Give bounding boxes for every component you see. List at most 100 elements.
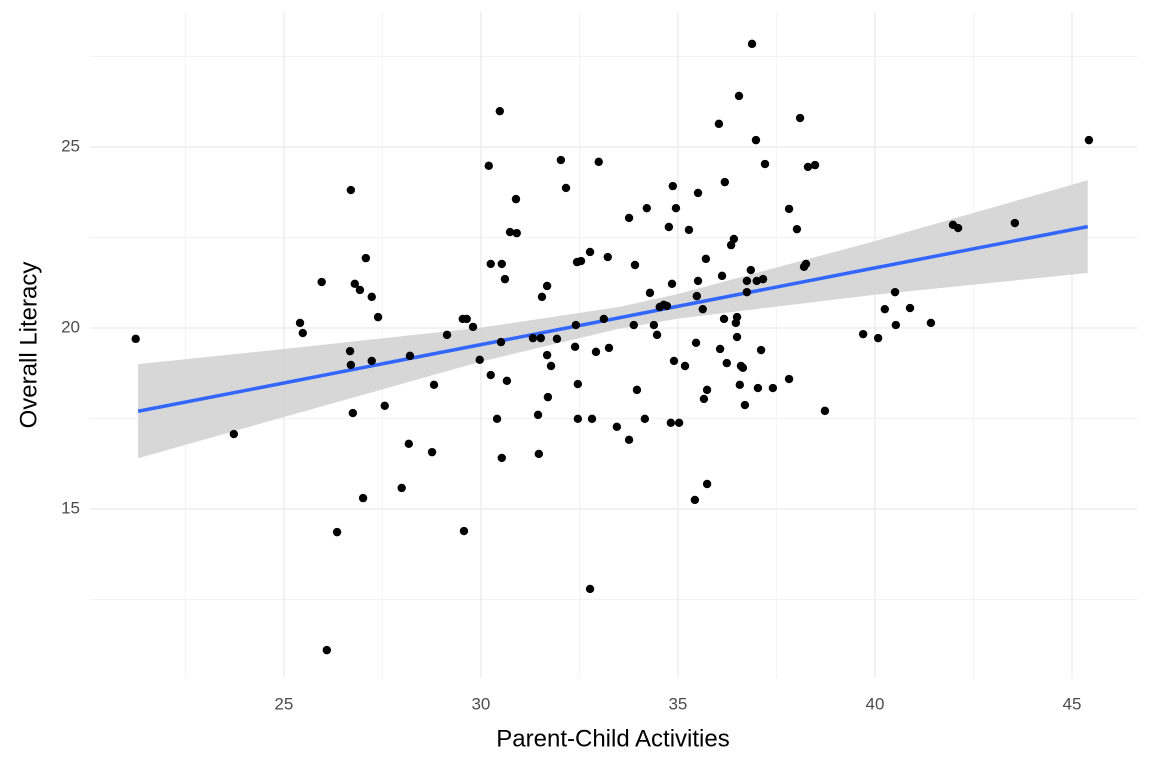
point bbox=[690, 495, 700, 505]
point bbox=[1084, 135, 1094, 145]
point bbox=[738, 363, 748, 373]
point bbox=[715, 344, 725, 354]
fit bbox=[137, 180, 1089, 459]
point bbox=[404, 439, 413, 449]
point bbox=[397, 483, 406, 493]
point bbox=[603, 252, 612, 262]
point bbox=[735, 380, 744, 390]
point bbox=[367, 292, 376, 302]
point bbox=[890, 287, 900, 297]
point bbox=[542, 350, 552, 360]
point bbox=[131, 334, 140, 344]
point bbox=[533, 410, 543, 420]
point bbox=[698, 304, 707, 314]
point bbox=[497, 453, 506, 463]
point bbox=[442, 330, 452, 340]
point bbox=[295, 318, 305, 328]
point bbox=[512, 228, 521, 238]
point bbox=[576, 256, 586, 266]
y-tick-label: 20 bbox=[61, 317, 80, 336]
point bbox=[537, 292, 547, 302]
point bbox=[691, 338, 701, 348]
point bbox=[594, 157, 603, 167]
point bbox=[495, 106, 505, 116]
points bbox=[131, 39, 1094, 655]
point bbox=[346, 360, 356, 370]
point bbox=[298, 328, 307, 338]
point bbox=[492, 414, 502, 424]
point bbox=[632, 385, 642, 395]
point bbox=[502, 376, 512, 386]
point bbox=[556, 155, 566, 165]
point bbox=[734, 91, 744, 101]
y-tick-label: 25 bbox=[61, 136, 80, 155]
point bbox=[784, 374, 794, 384]
point bbox=[486, 370, 495, 380]
point bbox=[543, 392, 553, 402]
point bbox=[926, 318, 936, 328]
point bbox=[768, 383, 778, 393]
point bbox=[604, 343, 614, 353]
point bbox=[585, 584, 595, 594]
point bbox=[795, 113, 805, 123]
point bbox=[332, 527, 342, 537]
point bbox=[322, 645, 332, 655]
point bbox=[742, 276, 752, 286]
point bbox=[905, 303, 915, 313]
point bbox=[891, 320, 901, 330]
point bbox=[573, 414, 583, 424]
point bbox=[367, 356, 376, 366]
point bbox=[486, 259, 495, 269]
point bbox=[570, 342, 580, 352]
point bbox=[497, 259, 506, 269]
point bbox=[702, 385, 712, 395]
y-tick-label: 15 bbox=[61, 498, 80, 517]
point bbox=[784, 204, 794, 214]
point bbox=[642, 203, 651, 213]
point bbox=[732, 312, 742, 322]
point bbox=[505, 227, 515, 237]
point bbox=[405, 351, 415, 361]
point bbox=[496, 337, 506, 347]
point bbox=[552, 334, 562, 344]
x-tick-label: 40 bbox=[865, 694, 884, 713]
point bbox=[701, 254, 711, 264]
point bbox=[484, 161, 493, 171]
point bbox=[752, 276, 761, 286]
point bbox=[624, 213, 634, 223]
point bbox=[669, 356, 679, 366]
point bbox=[542, 281, 552, 291]
point bbox=[720, 177, 730, 187]
point bbox=[858, 329, 868, 339]
point bbox=[792, 224, 802, 234]
point bbox=[680, 361, 690, 371]
point bbox=[317, 277, 326, 287]
point bbox=[361, 253, 371, 263]
point bbox=[358, 493, 368, 503]
point bbox=[702, 479, 712, 489]
point bbox=[511, 194, 521, 204]
point bbox=[664, 222, 674, 232]
point bbox=[692, 291, 702, 301]
point bbox=[693, 276, 703, 286]
point bbox=[380, 401, 389, 411]
point bbox=[714, 119, 724, 129]
point bbox=[591, 347, 601, 357]
point bbox=[459, 526, 469, 536]
point bbox=[640, 414, 650, 424]
point bbox=[732, 332, 742, 342]
point bbox=[630, 260, 640, 270]
point bbox=[742, 287, 752, 297]
point bbox=[880, 304, 890, 314]
point bbox=[500, 274, 510, 284]
point bbox=[536, 333, 545, 343]
point bbox=[429, 380, 439, 390]
point bbox=[662, 301, 672, 311]
point bbox=[528, 333, 538, 343]
point bbox=[350, 279, 360, 289]
grid bbox=[90, 12, 1137, 678]
point bbox=[229, 429, 239, 439]
point bbox=[719, 314, 729, 324]
